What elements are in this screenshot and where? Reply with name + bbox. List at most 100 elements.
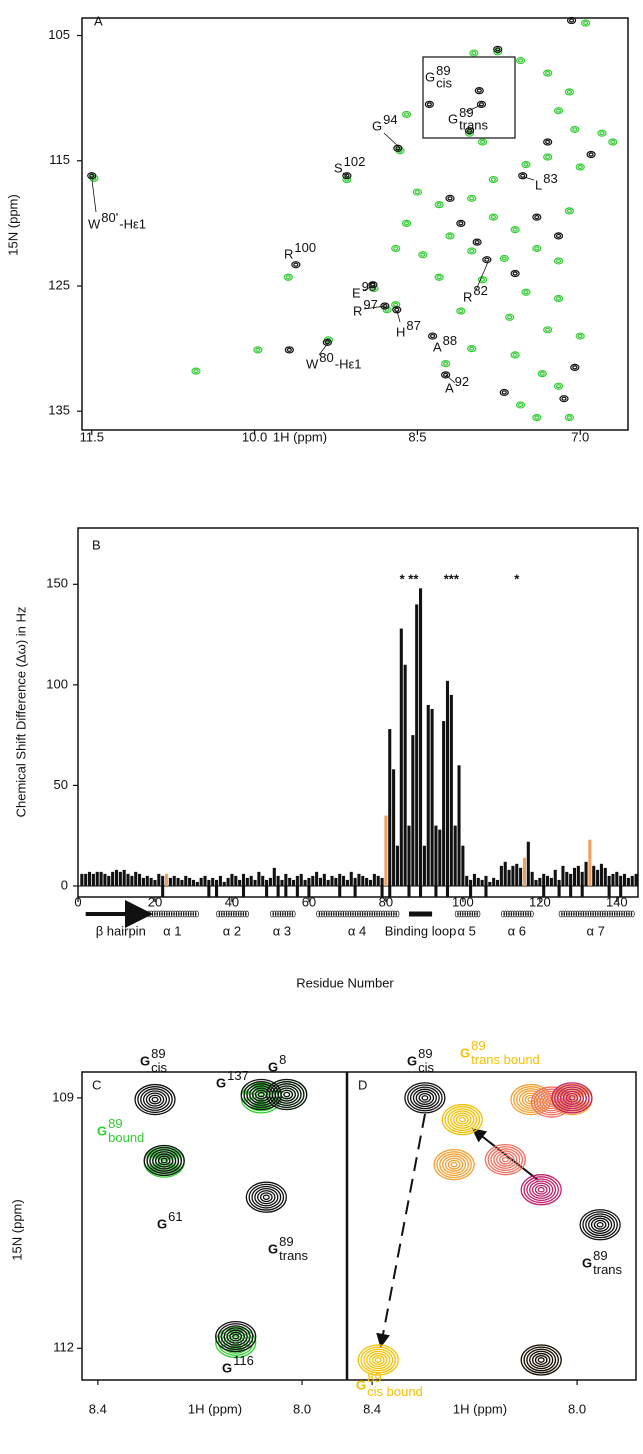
bar [546, 875, 550, 886]
x-tick-label: 8.4 [89, 1401, 107, 1416]
bar [426, 704, 430, 886]
bar [499, 865, 503, 886]
bar [191, 879, 196, 886]
structure-label: α 2 [223, 923, 241, 938]
bar [407, 825, 411, 886]
peak [570, 363, 580, 371]
bar [526, 841, 530, 886]
significance-stars: *** [444, 572, 460, 587]
peak [518, 172, 528, 180]
annotation-sup: 89 [151, 1046, 165, 1061]
unassigned-marker [241, 885, 246, 897]
bar [134, 871, 138, 886]
bar [288, 877, 292, 886]
bar [172, 875, 176, 886]
x-tick-label: 60 [302, 894, 316, 909]
leader-line [396, 310, 401, 323]
peak [505, 313, 515, 321]
peak [532, 413, 542, 422]
peak [322, 338, 332, 346]
x-tick-label: 8.5 [408, 429, 426, 444]
bar [149, 877, 153, 886]
y-tick-label: 100 [46, 676, 68, 691]
peak [291, 261, 301, 269]
peak [608, 138, 618, 146]
peak [445, 194, 455, 202]
peak [566, 16, 577, 25]
peak [434, 273, 444, 281]
x-tick-label: 40 [225, 894, 239, 909]
peak [393, 144, 403, 152]
helix [558, 910, 635, 918]
peak [537, 370, 547, 378]
bar [114, 869, 119, 886]
annotation: G [582, 1255, 592, 1270]
peak [284, 346, 294, 354]
peak [510, 226, 520, 234]
structure-label: Binding loop [385, 923, 457, 938]
bar [372, 873, 376, 886]
y-tick-label: 0 [61, 877, 68, 892]
peak [456, 219, 466, 227]
annotation-sup: 8 [279, 1052, 286, 1067]
bar [80, 873, 84, 886]
bar [522, 857, 526, 886]
bar [222, 881, 226, 886]
peak [510, 1083, 552, 1116]
unassigned-marker [607, 885, 611, 897]
peak [445, 232, 455, 240]
bar [461, 845, 465, 886]
bar [368, 879, 373, 886]
unassigned-marker [484, 885, 488, 897]
annotation-sup: 89 [459, 105, 473, 120]
bar [153, 879, 157, 886]
peak [245, 1181, 287, 1213]
x-tick-label: 7.0 [571, 429, 589, 444]
leader-line [475, 261, 489, 291]
bar [515, 863, 519, 886]
bar [161, 875, 165, 886]
bar [403, 664, 407, 886]
bar [284, 873, 288, 886]
annotation-sup: 116 [233, 1353, 254, 1368]
bar [569, 873, 573, 886]
x-axis-title: Residue Number [296, 975, 394, 990]
peak [543, 69, 553, 77]
bar [457, 765, 461, 886]
annotation: G [268, 1059, 278, 1074]
peak [532, 213, 542, 221]
helix [316, 910, 400, 918]
unassigned-marker [276, 885, 280, 897]
bar [576, 865, 580, 886]
annotation-sup: 94 [383, 112, 397, 127]
bar [630, 875, 634, 886]
bar [315, 871, 319, 886]
bar [361, 875, 365, 886]
annotation: L [535, 177, 542, 192]
structure-label: α 1 [163, 923, 181, 938]
bar [561, 865, 565, 886]
bar [268, 877, 272, 886]
bar [557, 879, 561, 886]
peak [474, 87, 484, 95]
peak [143, 1144, 185, 1177]
peak [521, 288, 531, 296]
unassigned-marker [542, 885, 546, 897]
x-axis-title: 1H (ppm) [273, 429, 327, 444]
bar [411, 735, 415, 886]
unassigned-marker [338, 885, 342, 897]
unassigned-marker [380, 885, 384, 897]
bar [572, 867, 577, 886]
bar [384, 815, 388, 886]
bar [84, 873, 88, 886]
annotation: G [460, 1045, 470, 1060]
structure-label: α 6 [508, 923, 526, 938]
bar [257, 871, 261, 886]
peak [499, 388, 509, 397]
helix [454, 910, 481, 918]
bar [530, 871, 534, 886]
peak [266, 1078, 308, 1111]
bar [592, 865, 596, 886]
bar [122, 869, 126, 886]
